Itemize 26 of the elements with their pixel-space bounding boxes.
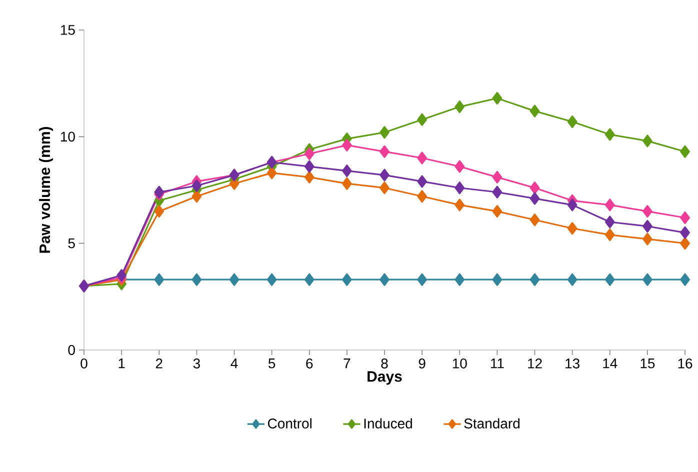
- x-tick-label: 6: [306, 358, 313, 368]
- x-tick-label: 9: [418, 358, 426, 368]
- x-tick-label: 8: [381, 358, 388, 368]
- x-tick-label: 0: [80, 358, 88, 368]
- y-axis-title: Paw volume (mm): [39, 126, 54, 253]
- x-tick-label: 2: [156, 358, 162, 368]
- legend-label: Control: [268, 418, 312, 428]
- legend-label: Induced: [364, 418, 412, 428]
- x-tick-label: 13: [566, 358, 580, 368]
- y-tick-label: 0: [68, 345, 75, 355]
- y-tick-label: 10: [60, 132, 75, 142]
- x-tick-label: 7: [344, 358, 350, 368]
- x-tick-label: 15: [640, 358, 655, 368]
- x-tick-label: 4: [230, 358, 238, 368]
- x-tick-label: 11: [490, 358, 504, 368]
- x-tick-label: 5: [268, 358, 276, 368]
- x-tick-label: 3: [193, 358, 200, 368]
- x-tick-label: 16: [678, 358, 692, 368]
- x-tick-label: 14: [603, 358, 618, 368]
- x-tick-label: 10: [452, 358, 467, 368]
- x-axis-title: Days: [368, 371, 402, 385]
- y-tick-label: 15: [60, 25, 75, 35]
- y-tick-label: 5: [68, 238, 75, 248]
- x-tick-label: 12: [528, 358, 542, 368]
- x-tick-label: 1: [118, 358, 125, 368]
- legend-label: Standard: [464, 418, 520, 428]
